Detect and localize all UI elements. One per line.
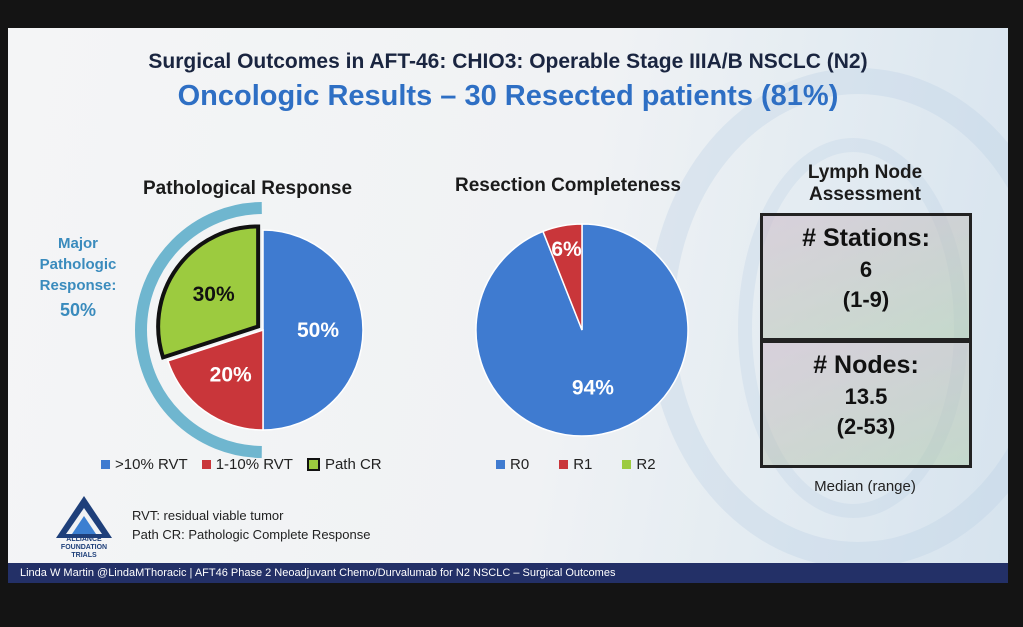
legend-label: 1-10% RVT	[215, 456, 293, 473]
legend-item-path-cr: Path CR	[306, 456, 382, 473]
legend-item-rvt-1-10: 1-10% RVT	[201, 456, 293, 473]
pie-slice-10-rvt	[262, 229, 364, 431]
legend-label: R0	[510, 456, 530, 473]
legend-pathological-response: >10% RVT 1-10% RVT Path CR	[101, 456, 382, 473]
footnotes: RVT: residual viable tumor Path CR: Path…	[132, 506, 370, 544]
chart-title-resection-completeness: Resection Completeness	[455, 175, 681, 196]
major-pathologic-response-annotation: Major Pathologic Response: 50%	[18, 233, 138, 321]
lymph-node-title-line1: Lymph Node	[807, 162, 923, 183]
pie-data-label: 6%	[551, 238, 582, 261]
pie-data-label: 20%	[210, 363, 252, 386]
legend-swatch-green	[622, 460, 632, 469]
note-path-cr: Path CR: Pathologic Complete Response	[132, 527, 371, 542]
footer-bar: Linda W Martin @LindaMThoracic | AFT46 P…	[8, 563, 1008, 583]
alliance-logo-icon	[56, 496, 112, 538]
logo-text: ALLIANCE FOUNDATION TRIALS	[50, 536, 118, 560]
legend-resection-completeness: R0 R1 R2	[496, 456, 656, 473]
legend-item-r1: R1	[559, 456, 592, 473]
pie-slice-1-10-rvt	[166, 328, 264, 431]
nodes-box: # Nodes: 13.5 (2-53)	[760, 340, 972, 468]
pie-charts: 50% 20% 30% 94% 6%	[134, 202, 689, 458]
logo-line1: ALLIANCE	[66, 536, 102, 543]
mpr-value: 50%	[59, 300, 97, 320]
legend-label: R2	[636, 456, 656, 473]
median-range-caption: Median (range)	[814, 478, 916, 495]
chart-title-pathological-response: Pathological Response	[143, 178, 353, 199]
major-pathologic-response-arc	[134, 202, 262, 458]
legend-swatch-green-outlined	[306, 458, 320, 471]
pie-slice-path-cr	[156, 224, 261, 360]
mpr-label: Major Pathologic Response:	[39, 235, 117, 294]
legend-label: >10% RVT	[115, 456, 188, 473]
legend-item-r0: R0	[496, 456, 529, 473]
nodes-range: (2-53)	[836, 414, 896, 439]
stations-value: 6	[859, 257, 873, 282]
legend-swatch-red	[201, 460, 211, 469]
legend-item-r2: R2	[622, 456, 656, 473]
lymph-node-title: Lymph Node Assessment	[765, 162, 965, 206]
legend-swatch-blue	[101, 460, 110, 469]
pie-data-label: 94%	[572, 376, 614, 399]
nodes-label: # Nodes:	[813, 351, 919, 379]
nodes-value: 13.5	[844, 384, 888, 409]
legend-swatch-blue	[496, 460, 505, 469]
stations-label: # Stations:	[802, 224, 930, 252]
note-rvt: RVT: residual viable tumor	[132, 508, 284, 523]
logo-line2: FOUNDATION TRIALS	[60, 544, 108, 559]
legend-swatch-red	[559, 460, 569, 469]
stations-range: (1-9)	[842, 287, 890, 312]
legend-label: Path CR	[324, 456, 382, 473]
pie-data-label: 30%	[193, 283, 235, 306]
slide-title: Surgical Outcomes in AFT-46: CHIO3: Oper…	[148, 50, 868, 73]
pie-slice-r1	[542, 223, 583, 331]
slide: Surgical Outcomes in AFT-46: CHIO3: Oper…	[8, 28, 1008, 583]
legend-label: R1	[573, 456, 593, 473]
legend-item-rvt-over-10: >10% RVT	[101, 456, 188, 473]
stations-box: # Stations: 6 (1-9)	[760, 213, 972, 341]
pie-data-label: 50%	[297, 319, 339, 342]
lymph-node-title-line2: Assessment	[809, 184, 921, 205]
slide-subtitle: Oncologic Results – 30 Resected patients…	[177, 80, 839, 112]
